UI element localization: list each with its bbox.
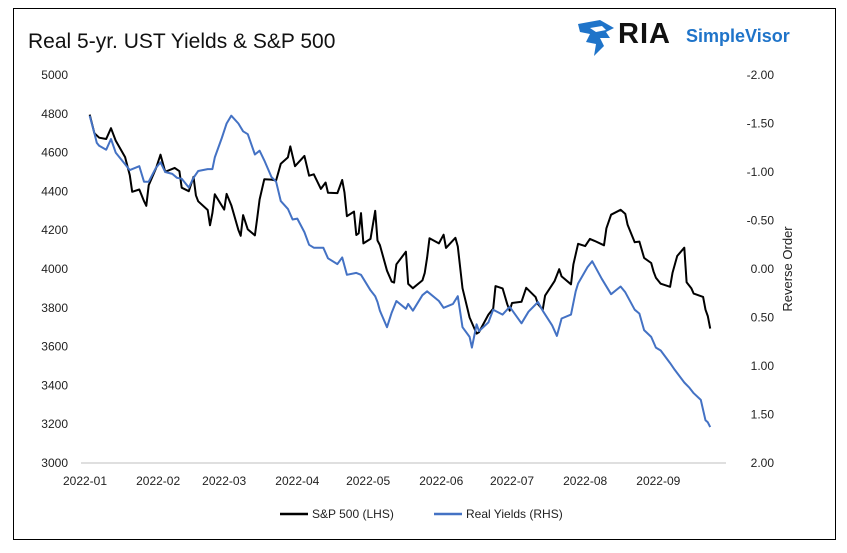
y-right-tick-label: 1.00 [751, 359, 775, 373]
y-left-tick-label: 4400 [41, 184, 68, 198]
y-left-tick-label: 4800 [41, 107, 68, 121]
y-left-tick-label: 3800 [41, 301, 68, 315]
y-left-tick-label: 4200 [41, 223, 68, 237]
logo-simplevisor-text: SimpleVisor [686, 26, 790, 46]
y-left-tick-label: 3400 [41, 378, 68, 392]
y-right-tick-label: 0.00 [751, 262, 775, 276]
eagle-logo-icon [578, 20, 614, 56]
chart-title: Real 5-yr. UST Yields & S&P 500 [28, 30, 336, 53]
x-tick-label: 2022-05 [346, 474, 390, 488]
x-tick-label: 2022-06 [419, 474, 463, 488]
y-left-tick-label: 5000 [41, 68, 68, 82]
x-tick-label: 2022-02 [136, 474, 180, 488]
legend-label: S&P 500 (LHS) [312, 507, 394, 521]
y-right-tick-label: -0.50 [747, 214, 775, 228]
series-line-sp500 [88, 114, 712, 335]
legend-label: Real Yields (RHS) [466, 507, 563, 521]
y-left-tick-label: 4000 [41, 262, 68, 276]
series-line-real-yields [88, 114, 712, 428]
y-right-tick-label: 0.50 [751, 311, 775, 325]
ria-simplevisor-logo: RIA SimpleVisor [576, 18, 826, 62]
y-right-axis-label: Reverse Order [780, 226, 795, 312]
y-right-tick-label: -1.00 [747, 165, 775, 179]
y-left-tick-label: 3600 [41, 340, 68, 354]
y-left-tick-label: 3200 [41, 417, 68, 431]
y-right-tick-label: -2.00 [747, 68, 775, 82]
x-tick-label: 2022-01 [63, 474, 107, 488]
y-right-tick-label: -1.50 [747, 117, 775, 131]
logo-ria-text: RIA [618, 18, 671, 50]
y-left-tick-label: 4600 [41, 146, 68, 160]
x-tick-label: 2022-03 [202, 474, 246, 488]
y-right-tick-label: 2.00 [751, 456, 775, 470]
y-left-tick-label: 3000 [41, 456, 68, 470]
x-tick-label: 2022-07 [490, 474, 534, 488]
y-right-tick-label: 1.50 [751, 408, 775, 422]
x-tick-label: 2022-04 [275, 474, 319, 488]
x-tick-label: 2022-08 [563, 474, 607, 488]
x-tick-label: 2022-09 [636, 474, 680, 488]
